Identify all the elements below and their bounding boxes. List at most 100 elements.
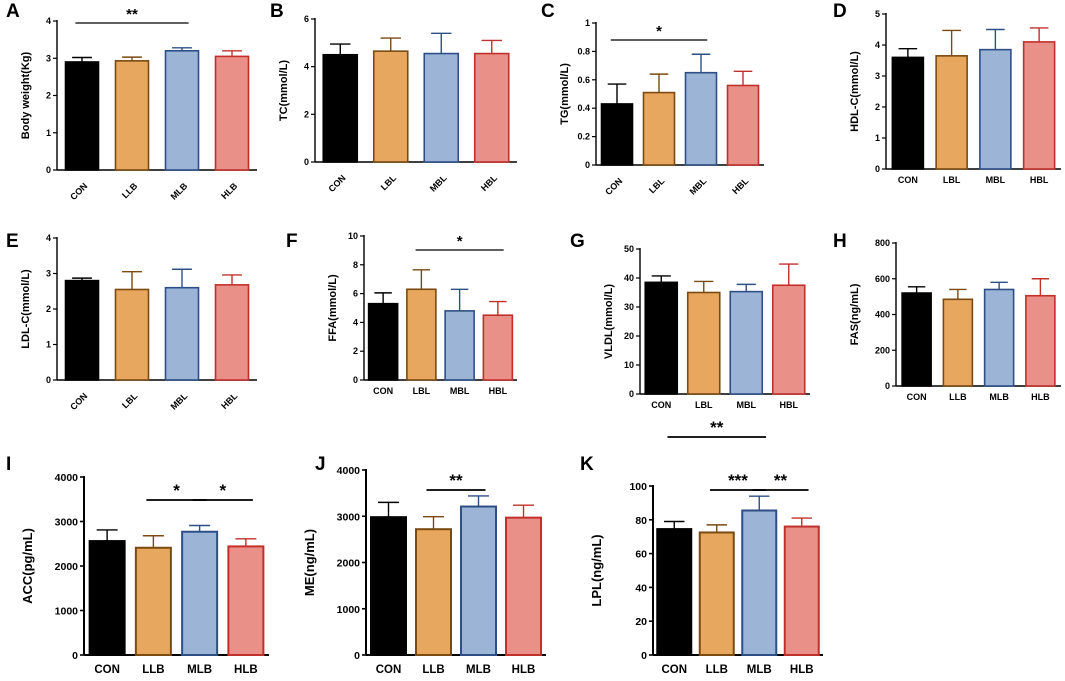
bar-mbl [684,71,718,166]
y-tick-label: 6 [304,14,309,24]
x-tick-label: HBL [219,390,240,411]
y-tick-label: 20 [624,331,634,341]
y-tick-label: 0 [629,389,634,399]
x-tick-label: CON [603,176,624,197]
y-tick-label: 6 [353,289,358,299]
panel-letter: F [286,231,298,252]
panel-letter: B [270,1,284,22]
bar-hlb [783,525,820,656]
bar-mbl [729,290,764,395]
significance-label: * [173,481,180,500]
y-tick-label: 0 [46,165,51,175]
bar-hbl [473,52,510,163]
bar-hlb [227,545,265,656]
y-axis-label: TC(mmol/L) [278,60,290,121]
y-axis-label: LPL(ng/mL) [589,534,604,606]
x-tick-label: HBL [1030,175,1049,185]
y-tick-label: 20 [635,616,647,628]
y-tick-label: 3000 [337,511,361,523]
panel-e: E 0 1 2 3 4 LDL-C(mmol/L) CON LBL MBL HBL [6,231,257,412]
bar-llb [114,60,150,171]
x-tick-label: CON [898,175,918,185]
x-tick-label: CON [94,664,120,676]
x-tick-label: LBL [379,172,399,192]
x-tick-label: MLB [989,392,1009,402]
bar-con [64,279,100,381]
y-tick-label: 30 [624,302,634,312]
significance-label: *** [728,471,748,490]
x-tick-label: HBL [479,172,500,193]
y-axis-label: Body weight(Kg) [20,51,32,139]
y-tick-label: 3 [875,71,880,81]
bar-lbl [114,288,150,381]
y-tick-label: 80 [635,515,647,527]
y-tick-label: 0 [46,375,51,385]
y-axis-label: LDL-C(mmol/L) [20,269,32,349]
bar-hbl [771,284,806,395]
bar-con [367,302,399,381]
panel-letter: J [315,454,326,475]
significance-label: ** [710,418,724,437]
x-tick-label: MBL [169,390,190,411]
y-tick-label: 0 [585,160,590,170]
x-tick-label: MLB [169,180,190,201]
bar-lbl [406,288,437,381]
bar-lbl [935,55,968,170]
y-axis-label: VLDL(mmol/L) [603,284,615,359]
y-tick-label: 0.8 [577,46,590,56]
bar-hbl [482,314,514,381]
y-tick-label: 1 [46,128,51,138]
y-tick-label: 10 [624,360,634,370]
significance-label: * [457,233,463,250]
bar-mlb [164,49,200,171]
x-tick-label: MLB [187,664,212,676]
x-tick-label: HLB [790,664,814,676]
y-tick-label: 10 [348,231,358,241]
bar-lbl [686,291,721,395]
y-tick-label: 4 [46,233,51,243]
y-tick-label: 1 [585,18,590,28]
y-tick-label: 4 [353,317,358,327]
significance-label: ** [449,471,463,490]
panel-c: C 0 0.2 0.4 0.6 0.8 1 TG(mmol/L) CON LBL MBL HBL * [541,1,764,197]
y-axis-label: ACC(pg/mL) [20,528,35,604]
y-tick-label: 3 [46,269,51,279]
y-tick-label: 4000 [55,472,79,484]
y-tick-label: 1 [46,340,51,350]
y-tick-label: 2 [875,102,880,112]
x-tick-label: LBL [647,175,667,195]
x-tick-label: HLB [1031,392,1050,402]
bar-mbl [444,310,475,381]
y-tick-label: 800 [875,238,890,248]
bar-mbl [423,52,460,163]
y-tick-label: 0 [304,157,309,167]
y-tick-label: 2 [353,346,358,356]
bar-con [891,56,925,170]
bar-llb [415,528,452,657]
y-tick-label: 2000 [337,558,361,570]
bar-con [88,540,126,657]
panel-letter: H [833,231,847,252]
bar-mbl [164,286,200,381]
y-tick-label: 400 [875,310,890,320]
x-tick-label: LBL [120,390,140,410]
x-tick-label: LLB [142,664,164,676]
y-tick-label: 60 [635,549,647,561]
bar-con [901,292,932,387]
x-tick-label: CON [376,664,402,676]
y-tick-label: 0.4 [577,103,590,113]
bar-con [600,103,634,166]
x-tick-label: LBL [413,386,431,396]
bar-mbl [979,48,1012,170]
x-tick-label: HLB [219,180,240,201]
panel-letter: C [541,1,555,22]
panel-j: J 0 1000 2000 3000 4000 ME(ng/mL) CON LLB MLB HLB *… [302,454,546,676]
y-axis-label: ME(ng/mL) [302,529,317,596]
panel-letter: G [570,231,585,252]
x-tick-label: MBL [688,175,709,196]
x-tick-label: CON [373,386,393,396]
panel-letter: E [6,231,19,252]
y-axis-label: FAS(ng/mL) [849,283,861,345]
